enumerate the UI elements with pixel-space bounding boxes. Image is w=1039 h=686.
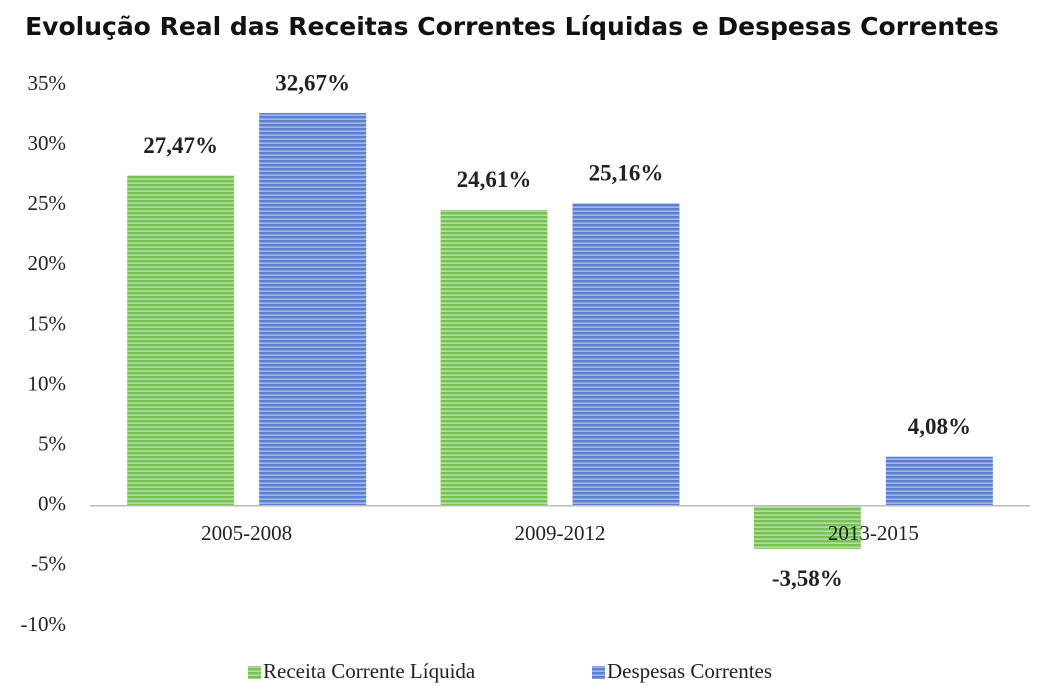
value-label: 4,08% xyxy=(908,414,971,439)
bar xyxy=(127,175,235,506)
legend-swatch xyxy=(592,666,605,679)
y-tick-label: 35% xyxy=(28,71,67,95)
bar xyxy=(572,203,680,506)
bar xyxy=(753,505,861,549)
y-tick-label: 5% xyxy=(38,431,66,455)
legend-label: Receita Corrente Líquida xyxy=(263,659,476,683)
y-tick-label: 25% xyxy=(28,191,67,215)
legend-label: Despesas Correntes xyxy=(607,659,772,683)
bar xyxy=(259,113,367,506)
bar xyxy=(440,209,548,506)
y-tick-label: -5% xyxy=(31,552,66,576)
legend-swatch xyxy=(248,666,261,679)
y-tick-label: 10% xyxy=(28,371,67,395)
value-label: 24,61% xyxy=(457,167,532,192)
bar xyxy=(885,456,993,506)
value-label: -3,58% xyxy=(772,566,843,591)
x-tick-label: 2009-2012 xyxy=(515,521,606,545)
value-label: 25,16% xyxy=(589,161,664,186)
y-tick-label: 30% xyxy=(28,131,67,155)
x-tick-label: 2005-2008 xyxy=(201,521,292,545)
value-label: 27,47% xyxy=(143,133,218,158)
y-tick-label: 0% xyxy=(38,492,66,516)
chart-title: Evolução Real das Receitas Correntes Líq… xyxy=(25,12,999,41)
value-label: 32,67% xyxy=(275,70,350,95)
x-tick-label: 2013-2015 xyxy=(828,521,919,545)
y-tick-label: -10% xyxy=(21,612,67,636)
y-tick-label: 15% xyxy=(28,311,67,335)
y-tick-label: 20% xyxy=(28,251,67,275)
